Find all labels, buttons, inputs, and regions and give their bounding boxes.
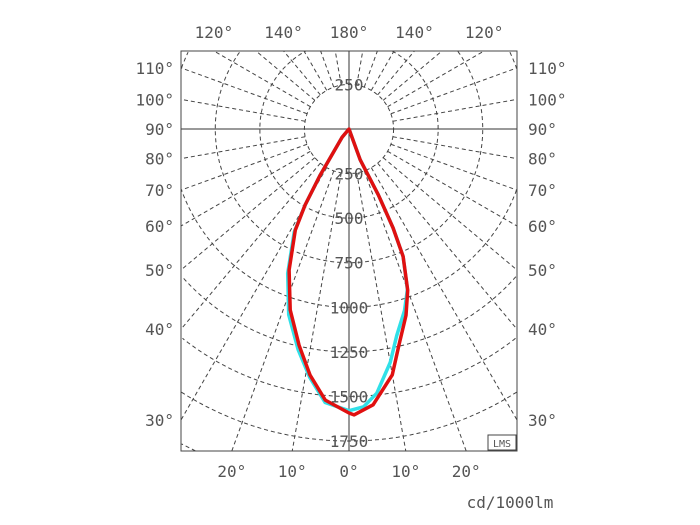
grid-radial-line: [181, 67, 308, 115]
left-angle-label: 100°: [135, 90, 174, 109]
radial-tick-label-upper: 250: [335, 75, 364, 94]
unit-label: cd/1000lm: [467, 493, 554, 512]
grid-radial-line: [291, 172, 342, 451]
radial-tick-label: 1750: [330, 432, 369, 451]
right-angle-label: 110°: [528, 59, 567, 78]
top-angle-label: 140°: [395, 23, 434, 42]
grid-radial-line: [231, 170, 335, 451]
lms-badge-text: LMS: [493, 439, 511, 450]
grid-radial-line: [320, 51, 335, 88]
grid-radial-line: [181, 98, 306, 122]
plot-frame: [180, 50, 518, 452]
grid: [181, 51, 517, 451]
grid-radial-line: [387, 150, 517, 227]
grid-radial-line: [370, 51, 395, 91]
bottom-angle-label: 20°: [452, 462, 481, 481]
radial-tick-label: 1250: [330, 343, 369, 362]
left-angle-label: 70°: [145, 181, 174, 200]
radial-tick-label: 250: [335, 165, 364, 184]
left-angle-label: 60°: [145, 217, 174, 236]
grid-radial-line: [303, 51, 328, 91]
right-angle-label: 90°: [528, 120, 557, 139]
grid-radial-line: [382, 157, 517, 271]
radial-labels: 250 500 750 1000 1250 1500 1750 250: [330, 75, 369, 451]
radial-tick-label: 500: [335, 209, 364, 228]
grid-radial-line: [363, 51, 378, 88]
grid-circle: [259, 51, 439, 219]
grid-radial-line: [334, 51, 342, 86]
grid-radial-line: [363, 170, 467, 451]
grid-radial-line: [255, 51, 316, 101]
right-angle-label: 30°: [528, 411, 557, 430]
grid-radial-line: [392, 98, 517, 122]
left-angle-label: 30°: [145, 411, 174, 430]
grid-radial-line: [392, 136, 517, 160]
grid-radial-line: [356, 172, 407, 451]
grid-radial-line: [181, 150, 311, 227]
right-angle-label: 80°: [528, 150, 557, 169]
right-angle-label: 40°: [528, 320, 557, 339]
lms-badge: LMS: [487, 434, 517, 451]
grid-radial-line: [181, 136, 306, 160]
angle-labels: 120° 140° 180° 140° 120° 110° 110° 100° 100° 90° 9…: [135, 23, 566, 481]
top-angle-label: 180°: [330, 23, 369, 42]
grid-radial-line: [213, 51, 311, 108]
top-angle-label: 140°: [264, 23, 303, 42]
right-angle-label: 50°: [528, 261, 557, 280]
left-angle-label: 80°: [145, 150, 174, 169]
right-angle-label: 60°: [528, 217, 557, 236]
bottom-angle-label: 10°: [391, 462, 420, 481]
grid-radial-line: [390, 67, 517, 115]
radial-tick-label: 750: [335, 254, 364, 273]
grid-radial-line: [356, 51, 364, 86]
right-angle-label: 70°: [528, 181, 557, 200]
top-angle-label: 120°: [465, 23, 504, 42]
grid-radial-line: [377, 162, 517, 330]
grid-radial-line: [181, 157, 316, 271]
grid-radial-line: [283, 51, 321, 96]
radial-tick-label: 1500: [330, 387, 369, 406]
curves: [285, 127, 410, 417]
left-angle-label: 110°: [135, 59, 174, 78]
grid-circle: [182, 337, 516, 397]
bottom-angle-label: 10°: [278, 462, 307, 481]
radial-tick-label: 1000: [330, 298, 369, 317]
grid-circle: [181, 443, 196, 451]
intensity-curve-2: [287, 127, 410, 417]
grid-circle: [509, 51, 517, 69]
grid-radial-line: [181, 143, 308, 191]
top-angle-label: 120°: [195, 23, 234, 42]
grid-radial-line: [377, 51, 415, 96]
left-angle-label: 40°: [145, 320, 174, 339]
grid-radial-line: [390, 143, 517, 191]
bottom-angle-label: 20°: [217, 462, 246, 481]
left-angle-label: 90°: [145, 120, 174, 139]
left-angle-label: 50°: [145, 261, 174, 280]
grid-radial-line: [382, 51, 443, 101]
grid-radial-line: [181, 162, 321, 330]
grid-circle: [181, 51, 189, 69]
bottom-angle-label: 0°: [339, 462, 358, 481]
grid-radial-line: [387, 51, 485, 108]
right-angle-label: 100°: [528, 90, 567, 109]
